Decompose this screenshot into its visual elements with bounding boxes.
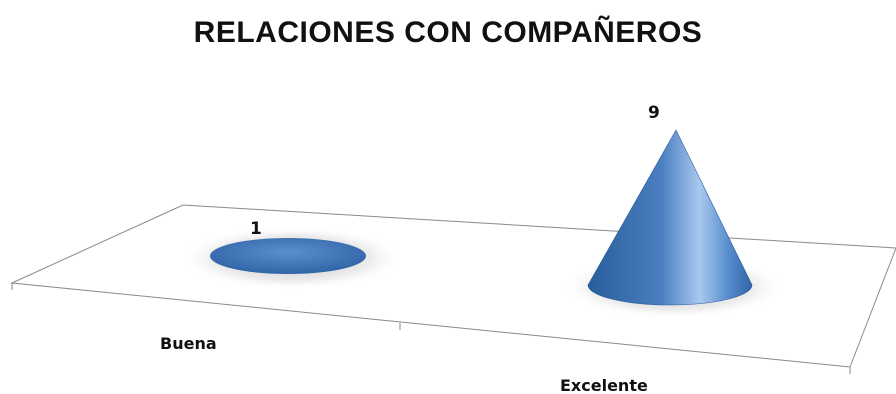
data-label-buena: 1 [250,219,262,239]
category-label-buena: Buena [160,334,217,353]
cone-buena [210,238,366,274]
category-label-excelente: Excelente [560,376,648,394]
cone-excelente [587,129,753,306]
data-label-excelente: 9 [648,103,660,123]
chart-title: RELACIONES CON COMPAÑEROS [193,16,703,49]
